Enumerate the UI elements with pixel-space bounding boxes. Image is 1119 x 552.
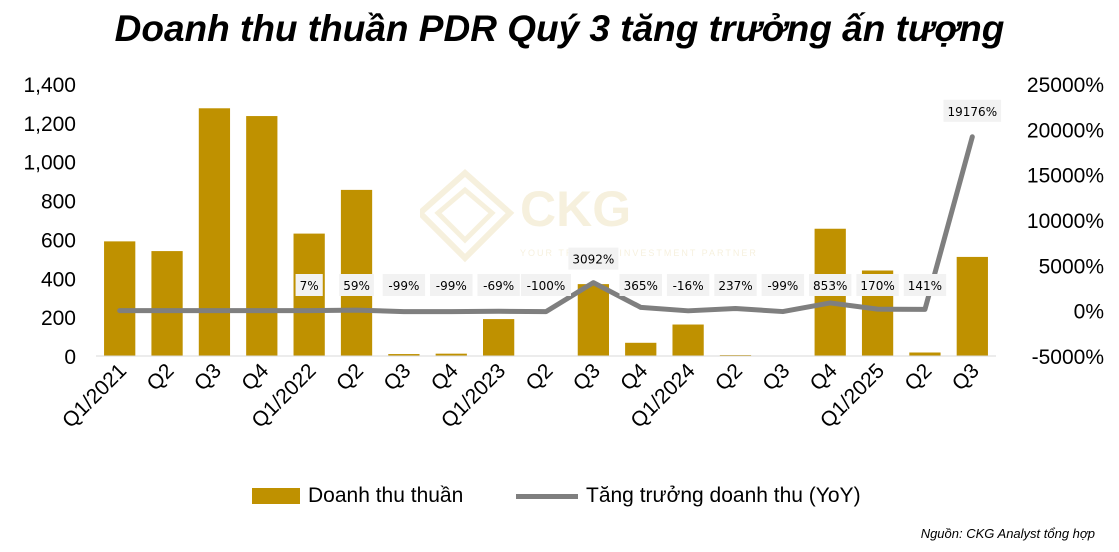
x-axis-tick: Q3 <box>190 359 226 395</box>
growth-data-label: 141% <box>908 279 942 293</box>
revenue-bar <box>577 284 609 356</box>
revenue-bar <box>625 342 657 356</box>
data-label-box <box>382 274 426 296</box>
data-label-box <box>295 274 323 296</box>
right-axis-tick: 0% <box>1074 301 1104 324</box>
revenue-bar <box>246 116 278 356</box>
watermark-mark <box>420 168 515 263</box>
left-axis-tick: 1,000 <box>23 152 76 175</box>
watermark-logo: CKG YOUR TRUSTED INVESTMENT PARTNER <box>420 168 758 263</box>
legend: Doanh thu thuần Tăng trưởng doanh thu (Y… <box>0 484 1119 514</box>
data-label-box <box>761 274 805 296</box>
growth-data-label: -16% <box>673 279 704 293</box>
right-axis-tick: 5000% <box>1039 255 1104 278</box>
data-label-box <box>856 274 899 296</box>
right-axis-tick: -5000% <box>1032 346 1104 369</box>
left-axis-tick: 0 <box>64 346 76 369</box>
growth-data-label: 170% <box>860 279 894 293</box>
x-axis-tick: Q4 <box>427 359 463 395</box>
x-axis-tick: Q1/2021 <box>58 359 131 432</box>
left-axis-tick: 400 <box>41 268 76 291</box>
growth-data-label: -99% <box>388 279 419 293</box>
growth-data-label: 7% <box>300 279 319 293</box>
data-label-box <box>430 274 473 296</box>
growth-data-labels: 7% 59% -99% -99% -69% -100% 3092% 365% -16% 237% -… <box>295 99 1002 296</box>
growth-line-path <box>117 134 975 315</box>
legend-label-growth: Tăng trưởng doanh thu (YoY) <box>586 484 861 507</box>
data-label-box <box>568 247 619 270</box>
revenue-bar <box>340 189 373 356</box>
revenue-growth-chart: 0 200 400 600 800 1,000 1,200 1,400 -5000% 0% 500… <box>23 74 1104 433</box>
x-axis-tick: Q2 <box>332 359 368 395</box>
legend-label-revenue: Doanh thu thuần <box>308 484 464 507</box>
data-label-box <box>477 274 520 296</box>
legend-swatch-bar <box>252 488 300 504</box>
data-label-box <box>339 274 374 296</box>
growth-data-label: 19176% <box>948 105 998 119</box>
revenue-bar <box>909 352 941 356</box>
growth-data-label: 237% <box>718 279 752 293</box>
left-axis: 0 200 400 600 800 1,000 1,200 1,400 <box>23 74 76 369</box>
watermark-brand: CKG <box>520 181 631 237</box>
growth-line <box>117 134 975 315</box>
x-axis-tick: Q4 <box>237 359 273 395</box>
growth-data-label: 853% <box>813 279 847 293</box>
x-axis-tick: Q4 <box>806 359 842 395</box>
left-axis-tick: 1,200 <box>23 113 76 136</box>
right-axis: -5000% 0% 5000% 10000% 15000% 20000% 25000% <box>1027 74 1104 369</box>
chart-title: Doanh thu thuần PDR Quý 3 tăng trưởng ấn… <box>114 8 1005 49</box>
x-axis-tick: Q4 <box>616 359 652 395</box>
right-axis-tick: 20000% <box>1027 119 1104 142</box>
growth-data-label: 59% <box>343 279 370 293</box>
revenue-bar <box>151 251 183 356</box>
data-label-box <box>619 274 662 296</box>
revenue-bar <box>198 108 231 357</box>
revenue-bar <box>483 319 515 356</box>
x-axis-tick: Q3 <box>569 359 605 395</box>
left-axis-tick: 800 <box>41 191 76 214</box>
data-label-box <box>809 274 852 296</box>
data-label-box <box>666 274 710 296</box>
x-axis-tick: Q2 <box>143 359 179 395</box>
right-axis-tick: 15000% <box>1027 165 1104 188</box>
growth-data-label: 365% <box>624 279 658 293</box>
watermark-tagline: YOUR TRUSTED INVESTMENT PARTNER <box>520 248 758 258</box>
revenue-bar <box>435 353 467 356</box>
data-label-box <box>943 99 1002 122</box>
growth-data-label: -100% <box>527 279 566 293</box>
data-label-box <box>521 274 571 296</box>
growth-data-label: -69% <box>483 279 514 293</box>
source-note: Nguồn: CKG Analyst tổng hợp <box>920 526 1095 541</box>
revenue-bar <box>388 354 420 356</box>
right-axis-tick: 25000% <box>1027 74 1104 97</box>
growth-data-label: 3092% <box>572 253 614 267</box>
legend-item-revenue: Doanh thu thuần <box>252 484 463 508</box>
x-axis-tick: Q3 <box>948 359 984 395</box>
legend-item-growth: Tăng trưởng doanh thu (YoY) <box>516 484 861 508</box>
x-axis-tick: Q2 <box>711 359 747 395</box>
revenue-bars <box>104 108 988 357</box>
x-axis-tick: Q3 <box>379 359 415 395</box>
data-label-box <box>714 274 757 296</box>
revenue-bar <box>956 256 988 356</box>
growth-data-label: -99% <box>767 279 798 293</box>
right-axis-tick: 10000% <box>1027 210 1104 233</box>
left-axis-tick: 200 <box>41 307 76 330</box>
growth-data-label: -99% <box>436 279 467 293</box>
x-axis-tick: Q3 <box>758 359 794 395</box>
x-axis-tick: Q2 <box>900 359 936 395</box>
x-axis-tick: Q2 <box>521 359 557 395</box>
left-axis-tick: 1,400 <box>23 74 76 97</box>
revenue-bar <box>104 241 136 356</box>
data-label-box <box>903 274 947 296</box>
legend-swatch-line <box>516 493 578 499</box>
left-axis-tick: 600 <box>41 229 76 252</box>
revenue-bar <box>672 324 704 356</box>
